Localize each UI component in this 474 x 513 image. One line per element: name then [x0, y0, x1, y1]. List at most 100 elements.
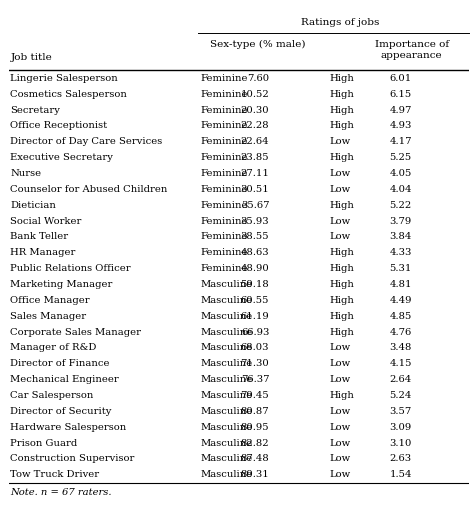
Text: High: High [329, 296, 354, 305]
Text: High: High [329, 106, 354, 114]
Text: Feminine: Feminine [201, 122, 248, 130]
Text: Executive Secretary: Executive Secretary [10, 153, 113, 162]
Text: 20.30: 20.30 [241, 106, 269, 114]
Text: 1.54: 1.54 [389, 470, 412, 479]
Text: Masculine: Masculine [201, 470, 253, 479]
Text: Masculine: Masculine [201, 280, 253, 289]
Text: Masculine: Masculine [201, 328, 253, 337]
Text: High: High [329, 122, 354, 130]
Text: 4.81: 4.81 [389, 280, 412, 289]
Text: High: High [329, 391, 354, 400]
Text: Low: Low [329, 407, 350, 416]
Text: 71.30: 71.30 [240, 359, 269, 368]
Text: Car Salesperson: Car Salesperson [10, 391, 94, 400]
Text: 4.93: 4.93 [390, 122, 412, 130]
Text: 4.05: 4.05 [390, 169, 412, 178]
Text: 4.85: 4.85 [390, 312, 412, 321]
Text: Marketing Manager: Marketing Manager [10, 280, 113, 289]
Text: Construction Supervisor: Construction Supervisor [10, 455, 135, 463]
Text: Low: Low [329, 423, 350, 432]
Text: Feminine: Feminine [201, 169, 248, 178]
Text: 30.51: 30.51 [240, 185, 269, 194]
Text: 48.90: 48.90 [240, 264, 269, 273]
Text: 80.87: 80.87 [241, 407, 269, 416]
Text: Tow Truck Driver: Tow Truck Driver [10, 470, 100, 479]
Text: 35.67: 35.67 [241, 201, 269, 210]
Text: 3.57: 3.57 [390, 407, 412, 416]
Text: 60.55: 60.55 [241, 296, 269, 305]
Text: 2.64: 2.64 [390, 375, 412, 384]
Text: High: High [329, 312, 354, 321]
Text: 79.45: 79.45 [240, 391, 269, 400]
Text: Low: Low [329, 455, 350, 463]
Text: Office Manager: Office Manager [10, 296, 90, 305]
Text: 4.33: 4.33 [390, 248, 412, 258]
Text: Feminine: Feminine [201, 106, 248, 114]
Text: Masculine: Masculine [201, 407, 253, 416]
Text: Manager of R&D: Manager of R&D [10, 344, 97, 352]
Text: Feminine: Feminine [201, 248, 248, 258]
Text: 4.17: 4.17 [389, 137, 412, 146]
Text: Sales Manager: Sales Manager [10, 312, 87, 321]
Text: 6.15: 6.15 [390, 90, 412, 99]
Text: Feminine: Feminine [201, 232, 248, 242]
Text: Masculine: Masculine [201, 296, 253, 305]
Text: 76.37: 76.37 [241, 375, 269, 384]
Text: Feminine: Feminine [201, 185, 248, 194]
Text: Dietician: Dietician [10, 201, 56, 210]
Text: 5.24: 5.24 [390, 391, 412, 400]
Text: Feminine: Feminine [201, 201, 248, 210]
Text: Masculine: Masculine [201, 312, 253, 321]
Text: Low: Low [329, 359, 350, 368]
Text: Feminine: Feminine [201, 90, 248, 99]
Text: 48.63: 48.63 [241, 248, 269, 258]
Text: Masculine: Masculine [201, 391, 253, 400]
Text: 10.52: 10.52 [240, 90, 269, 99]
Text: Prison Guard: Prison Guard [10, 439, 78, 448]
Text: Job title: Job title [10, 53, 52, 62]
Text: 2.63: 2.63 [390, 455, 412, 463]
Text: Secretary: Secretary [10, 106, 60, 114]
Text: Public Relations Officer: Public Relations Officer [10, 264, 131, 273]
Text: Note. n = 67 raters.: Note. n = 67 raters. [10, 488, 112, 497]
Text: 23.85: 23.85 [241, 153, 269, 162]
Text: Masculine: Masculine [201, 455, 253, 463]
Text: 89.31: 89.31 [240, 470, 269, 479]
Text: 4.49: 4.49 [389, 296, 412, 305]
Text: 82.82: 82.82 [241, 439, 269, 448]
Text: Sex-type (% male): Sex-type (% male) [210, 41, 306, 49]
Text: High: High [329, 248, 354, 258]
Text: Masculine: Masculine [201, 423, 253, 432]
Text: Director of Finance: Director of Finance [10, 359, 110, 368]
Text: 66.93: 66.93 [241, 328, 269, 337]
Text: Masculine: Masculine [201, 359, 253, 368]
Text: Feminine: Feminine [201, 74, 248, 83]
Text: 7.60: 7.60 [247, 74, 269, 83]
Text: 3.09: 3.09 [390, 423, 412, 432]
Text: 27.11: 27.11 [240, 169, 269, 178]
Text: Bank Teller: Bank Teller [10, 232, 69, 242]
Text: Low: Low [329, 375, 350, 384]
Text: Hardware Salesperson: Hardware Salesperson [10, 423, 127, 432]
Text: 22.64: 22.64 [241, 137, 269, 146]
Text: Masculine: Masculine [201, 439, 253, 448]
Text: Masculine: Masculine [201, 344, 253, 352]
Text: Low: Low [329, 185, 350, 194]
Text: Corporate Sales Manager: Corporate Sales Manager [10, 328, 141, 337]
Text: 59.18: 59.18 [240, 280, 269, 289]
Text: High: High [329, 201, 354, 210]
Text: High: High [329, 90, 354, 99]
Text: 61.19: 61.19 [240, 312, 269, 321]
Text: Lingerie Salesperson: Lingerie Salesperson [10, 74, 118, 83]
Text: 35.93: 35.93 [241, 216, 269, 226]
Text: 3.79: 3.79 [390, 216, 412, 226]
Text: 5.25: 5.25 [390, 153, 412, 162]
Text: 5.31: 5.31 [390, 264, 412, 273]
Text: 5.22: 5.22 [390, 201, 412, 210]
Text: Low: Low [329, 216, 350, 226]
Text: 4.97: 4.97 [390, 106, 412, 114]
Text: Low: Low [329, 169, 350, 178]
Text: High: High [329, 264, 354, 273]
Text: Cosmetics Salesperson: Cosmetics Salesperson [10, 90, 128, 99]
Text: Low: Low [329, 344, 350, 352]
